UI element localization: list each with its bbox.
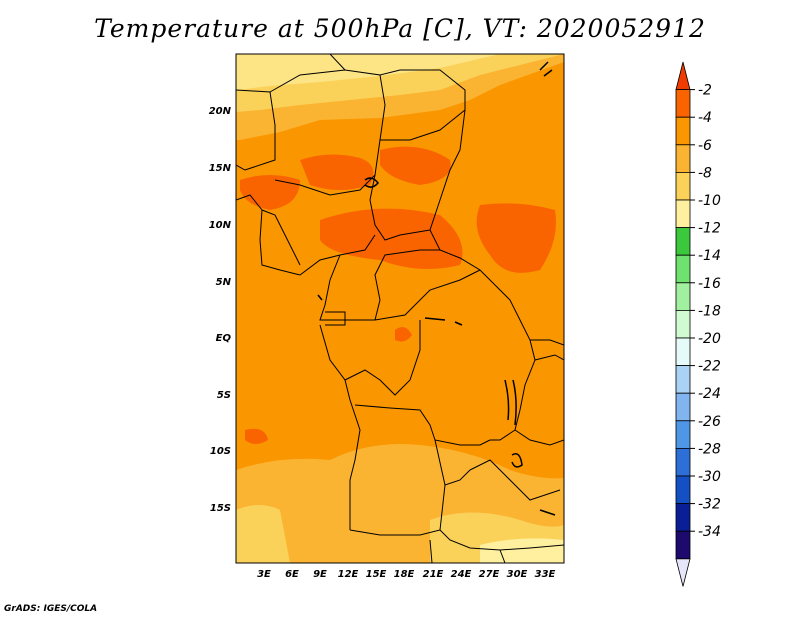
colorbar-label: -32 — [698, 497, 721, 513]
lon-label: 18E — [394, 569, 415, 580]
colorbar-bottom-arrow — [675, 558, 691, 587]
lon-label: 6E — [285, 569, 299, 580]
grads-credit: GrADS: IGES/COLA — [4, 604, 98, 614]
lon-label: 30E — [507, 569, 528, 580]
colorbar-label: -10 — [698, 193, 721, 209]
colorbar-label: -2 — [698, 83, 712, 99]
country-borders — [236, 54, 564, 563]
colorbar-cell — [675, 89, 691, 118]
colorbar-cell — [675, 530, 691, 560]
lat-axis: 20N 15N 10N 5N EQ 5S 10S 15S — [209, 106, 232, 514]
lakes-coast — [317, 61, 556, 516]
lat-label: EQ — [216, 333, 232, 344]
lon-label: 33E — [535, 569, 556, 580]
colorbar-label: -12 — [698, 221, 721, 237]
lat-label: 20N — [209, 106, 232, 117]
colorbar-label: -14 — [698, 248, 721, 264]
lat-label: 10N — [209, 220, 232, 231]
colorbar-cell — [675, 116, 691, 146]
colorbar-cell — [675, 420, 691, 449]
lon-axis: 3E 6E 9E 12E 15E 18E 21E 24E 27E 30E 33E — [257, 569, 555, 580]
colorbar-cell — [675, 199, 691, 229]
lat-label: 10S — [210, 446, 231, 457]
colorbar-cell — [675, 365, 691, 394]
colorbar-cell — [675, 392, 691, 422]
colorbar-label: -4 — [698, 110, 712, 126]
lon-label: 3E — [257, 569, 271, 580]
lat-label: 15S — [210, 503, 231, 514]
colorbar-label: -8 — [698, 165, 712, 181]
colorbar-cell — [675, 254, 691, 284]
colorbar-cell — [675, 144, 691, 173]
lon-label: 21E — [423, 569, 444, 580]
colorbar-label: -26 — [698, 414, 721, 430]
colorbar-label: -30 — [698, 469, 721, 485]
colorbar-label: -18 — [698, 303, 721, 319]
lon-label: 15E — [366, 569, 387, 580]
lat-label: 5N — [216, 277, 232, 288]
colorbar-label: -28 — [698, 441, 721, 457]
colorbar-label: -22 — [698, 359, 721, 375]
colorbar-cell — [675, 282, 691, 311]
colorbar-top-arrow — [675, 61, 691, 90]
temperature-field — [236, 54, 564, 563]
colorbar-cell — [675, 171, 691, 201]
colorbar-cell — [675, 337, 691, 367]
colorbar: -2 -4 -6 -8 -10 -12 -14 -16 -18 -20 -22 -24 -26 -28 -3… — [675, 61, 721, 587]
lon-label: 9E — [313, 569, 327, 580]
colorbar-label: -6 — [698, 138, 712, 154]
colorbar-label: -34 — [698, 524, 721, 540]
map-title: Temperature at 500hPa [C], VT: 202005291… — [94, 14, 706, 43]
colorbar-label: -20 — [698, 331, 721, 347]
lon-label: 12E — [338, 569, 359, 580]
colorbar-label: -16 — [698, 276, 721, 292]
colorbar-cell — [675, 447, 691, 477]
colorbar-cell — [675, 503, 691, 532]
lat-label: 5S — [217, 390, 231, 401]
map-frame — [235, 53, 565, 564]
colorbar-cell — [675, 475, 691, 505]
lat-label: 15N — [209, 163, 232, 174]
lon-label: 24E — [451, 569, 472, 580]
colorbar-label: -24 — [698, 386, 721, 402]
colorbar-cell — [675, 227, 691, 256]
lon-label: 27E — [479, 569, 500, 580]
colorbar-cell — [675, 309, 691, 339]
